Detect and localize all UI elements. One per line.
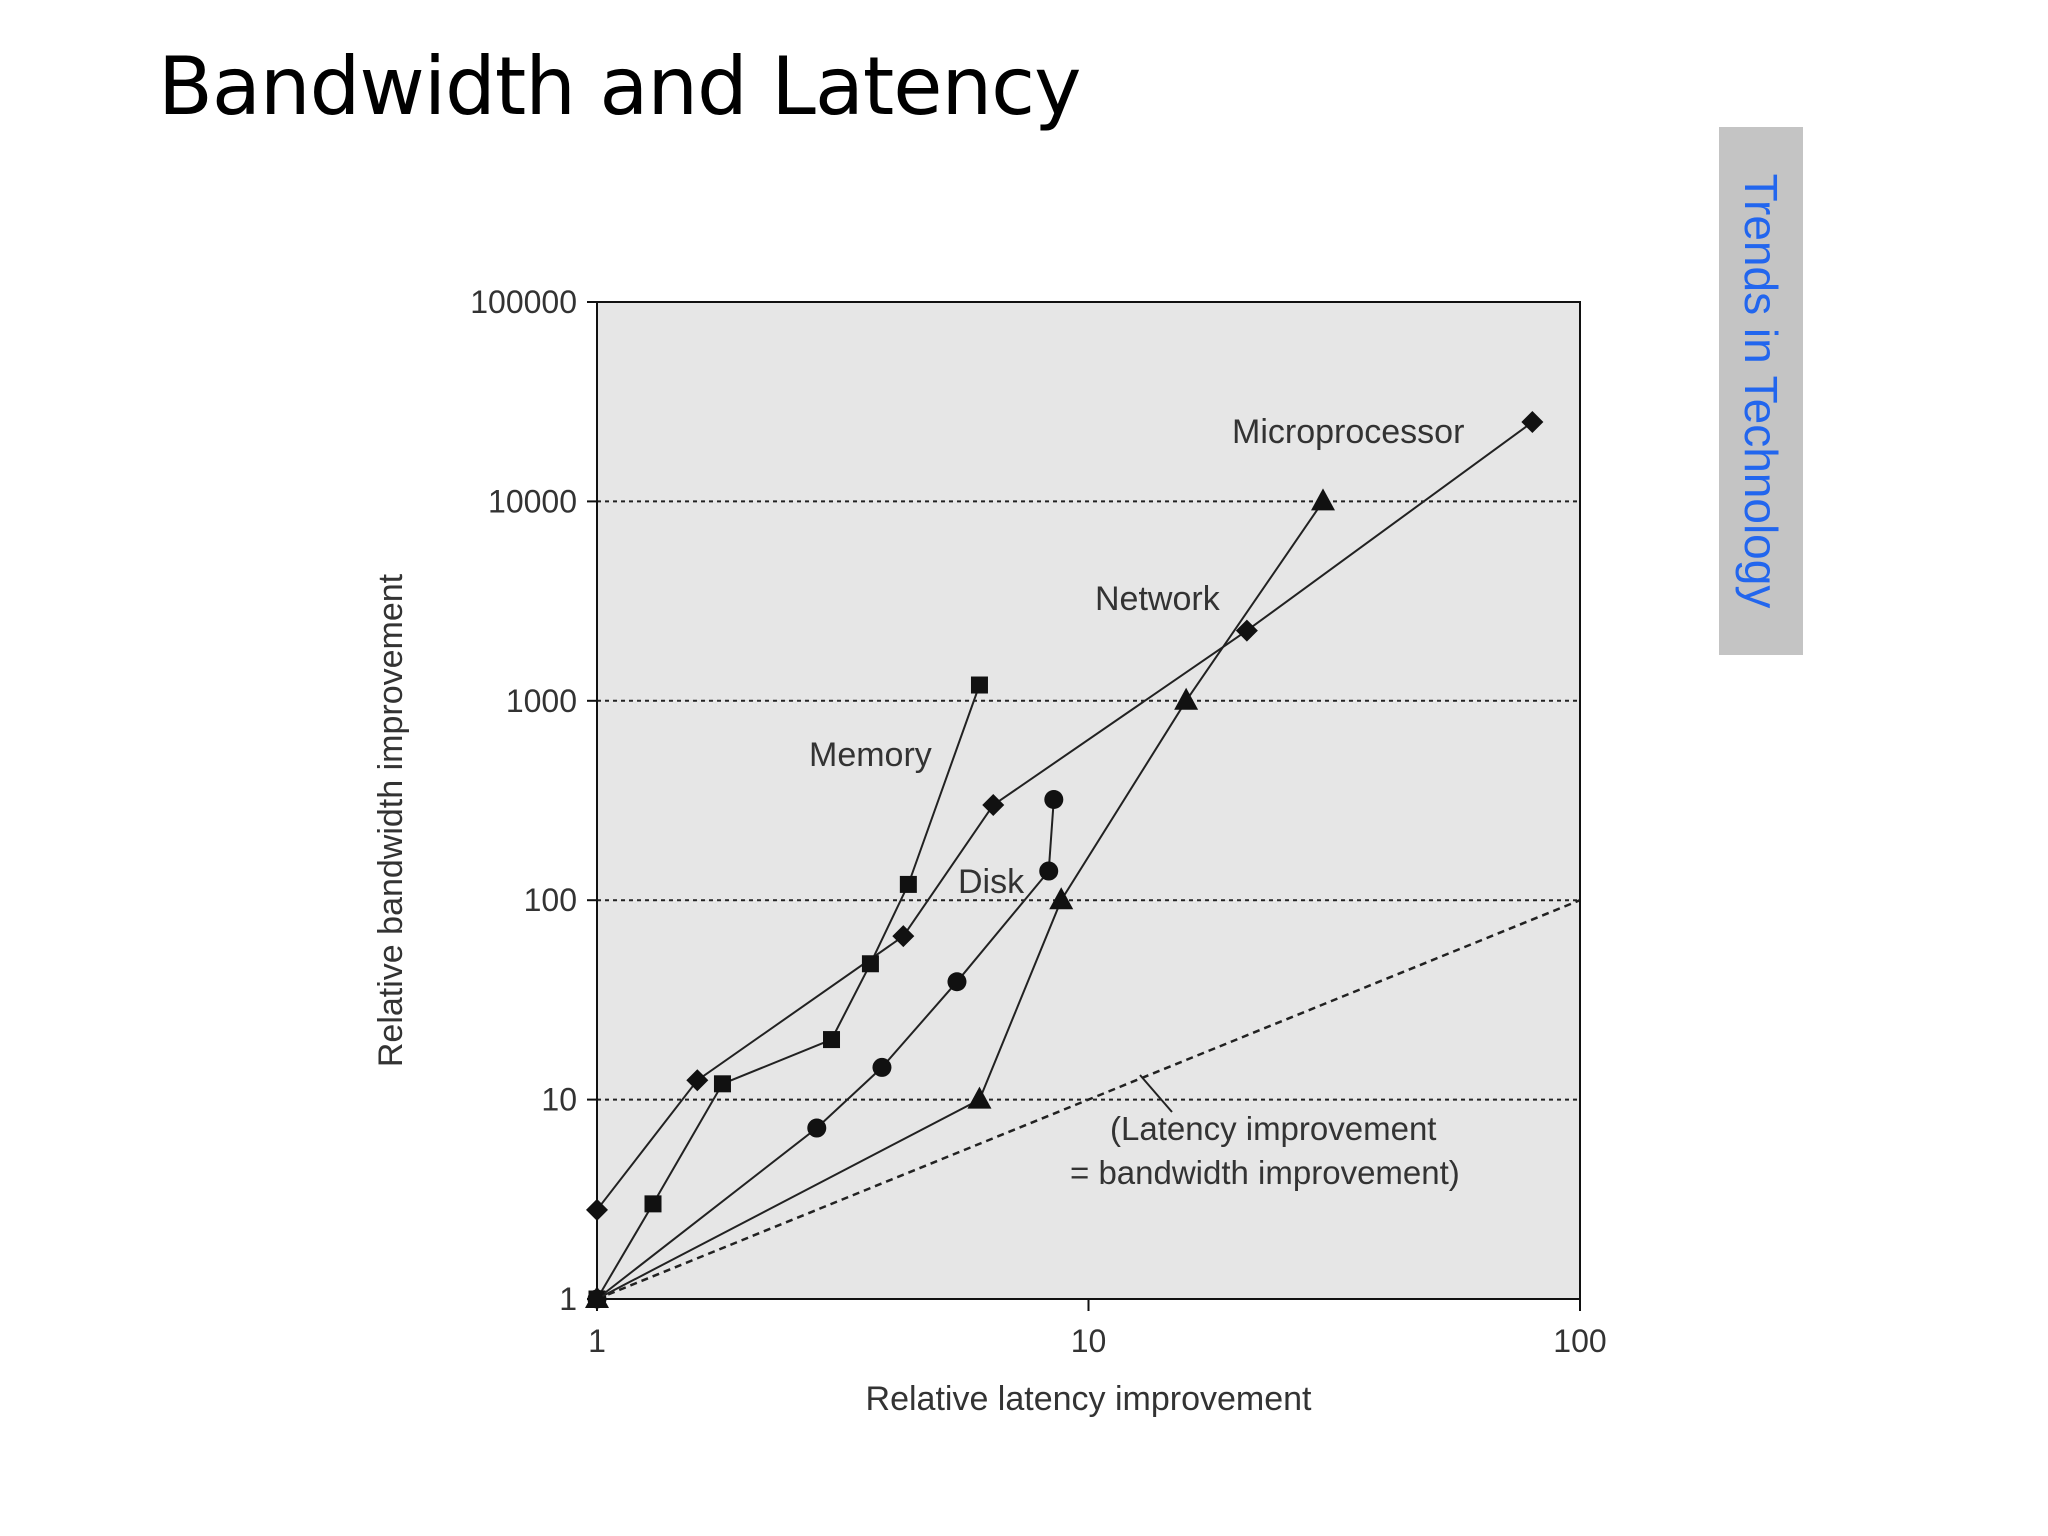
data-point bbox=[967, 1086, 992, 1109]
slide-title: Bandwidth and Latency bbox=[158, 40, 1081, 133]
y-axis-label: Relative bandwidth improvement bbox=[372, 573, 410, 1067]
x-tick-label: 100 bbox=[1553, 1323, 1606, 1359]
data-point bbox=[686, 1069, 709, 1092]
y-tick-label: 100000 bbox=[470, 284, 577, 320]
plot-area bbox=[597, 302, 1580, 1299]
memory-label: Memory bbox=[809, 736, 932, 774]
data-point bbox=[899, 875, 917, 893]
reference-line bbox=[596, 899, 1581, 1301]
microprocessor-label: Microprocessor bbox=[1232, 413, 1464, 451]
data-point bbox=[892, 925, 915, 948]
data-point bbox=[1044, 789, 1064, 809]
data-point bbox=[1521, 411, 1544, 434]
disk-series bbox=[587, 789, 1064, 1309]
side-tab[interactable]: Trends in Technology bbox=[1719, 127, 1803, 655]
data-point bbox=[947, 972, 967, 992]
y-tick-label: 1000 bbox=[506, 683, 577, 719]
series-labels: Microprocessor Memory Disk Network bbox=[809, 413, 1464, 901]
data-point bbox=[861, 955, 879, 973]
data-point bbox=[807, 1118, 827, 1138]
data-point bbox=[1311, 488, 1336, 511]
y-tick-label: 1 bbox=[559, 1281, 577, 1317]
disk-line bbox=[596, 799, 1055, 1300]
data-point bbox=[1174, 687, 1199, 710]
data-point bbox=[823, 1031, 841, 1049]
y-tick-label: 10000 bbox=[488, 483, 577, 519]
microprocessor-line bbox=[596, 421, 1533, 1211]
data-point bbox=[644, 1195, 662, 1213]
data-point bbox=[1049, 887, 1074, 910]
reference-line-label-1: (Latency improvement bbox=[1110, 1110, 1436, 1147]
axis-ticks: 1 10 100 1000 10000 100000 1 10 100 bbox=[470, 284, 1606, 1359]
data-point bbox=[982, 794, 1005, 817]
x-axis-label: Relative latency improvement bbox=[866, 1380, 1313, 1418]
reference-leader-line bbox=[1139, 1074, 1173, 1113]
data-point bbox=[713, 1075, 731, 1093]
y-tick-label: 10 bbox=[541, 1082, 577, 1118]
network-label: Network bbox=[1095, 580, 1221, 618]
network-series bbox=[585, 488, 1336, 1308]
disk-label: Disk bbox=[958, 863, 1025, 901]
data-point bbox=[1235, 619, 1258, 642]
data-point bbox=[1039, 861, 1059, 881]
data-point bbox=[970, 676, 988, 694]
reference-line-label-2: = bandwidth improvement) bbox=[1070, 1154, 1460, 1191]
x-tick-label: 10 bbox=[1071, 1323, 1107, 1359]
reference-line-group bbox=[596, 899, 1581, 1301]
x-tick-label: 1 bbox=[588, 1323, 606, 1359]
data-point bbox=[872, 1057, 892, 1077]
y-tick-label: 100 bbox=[524, 882, 577, 918]
